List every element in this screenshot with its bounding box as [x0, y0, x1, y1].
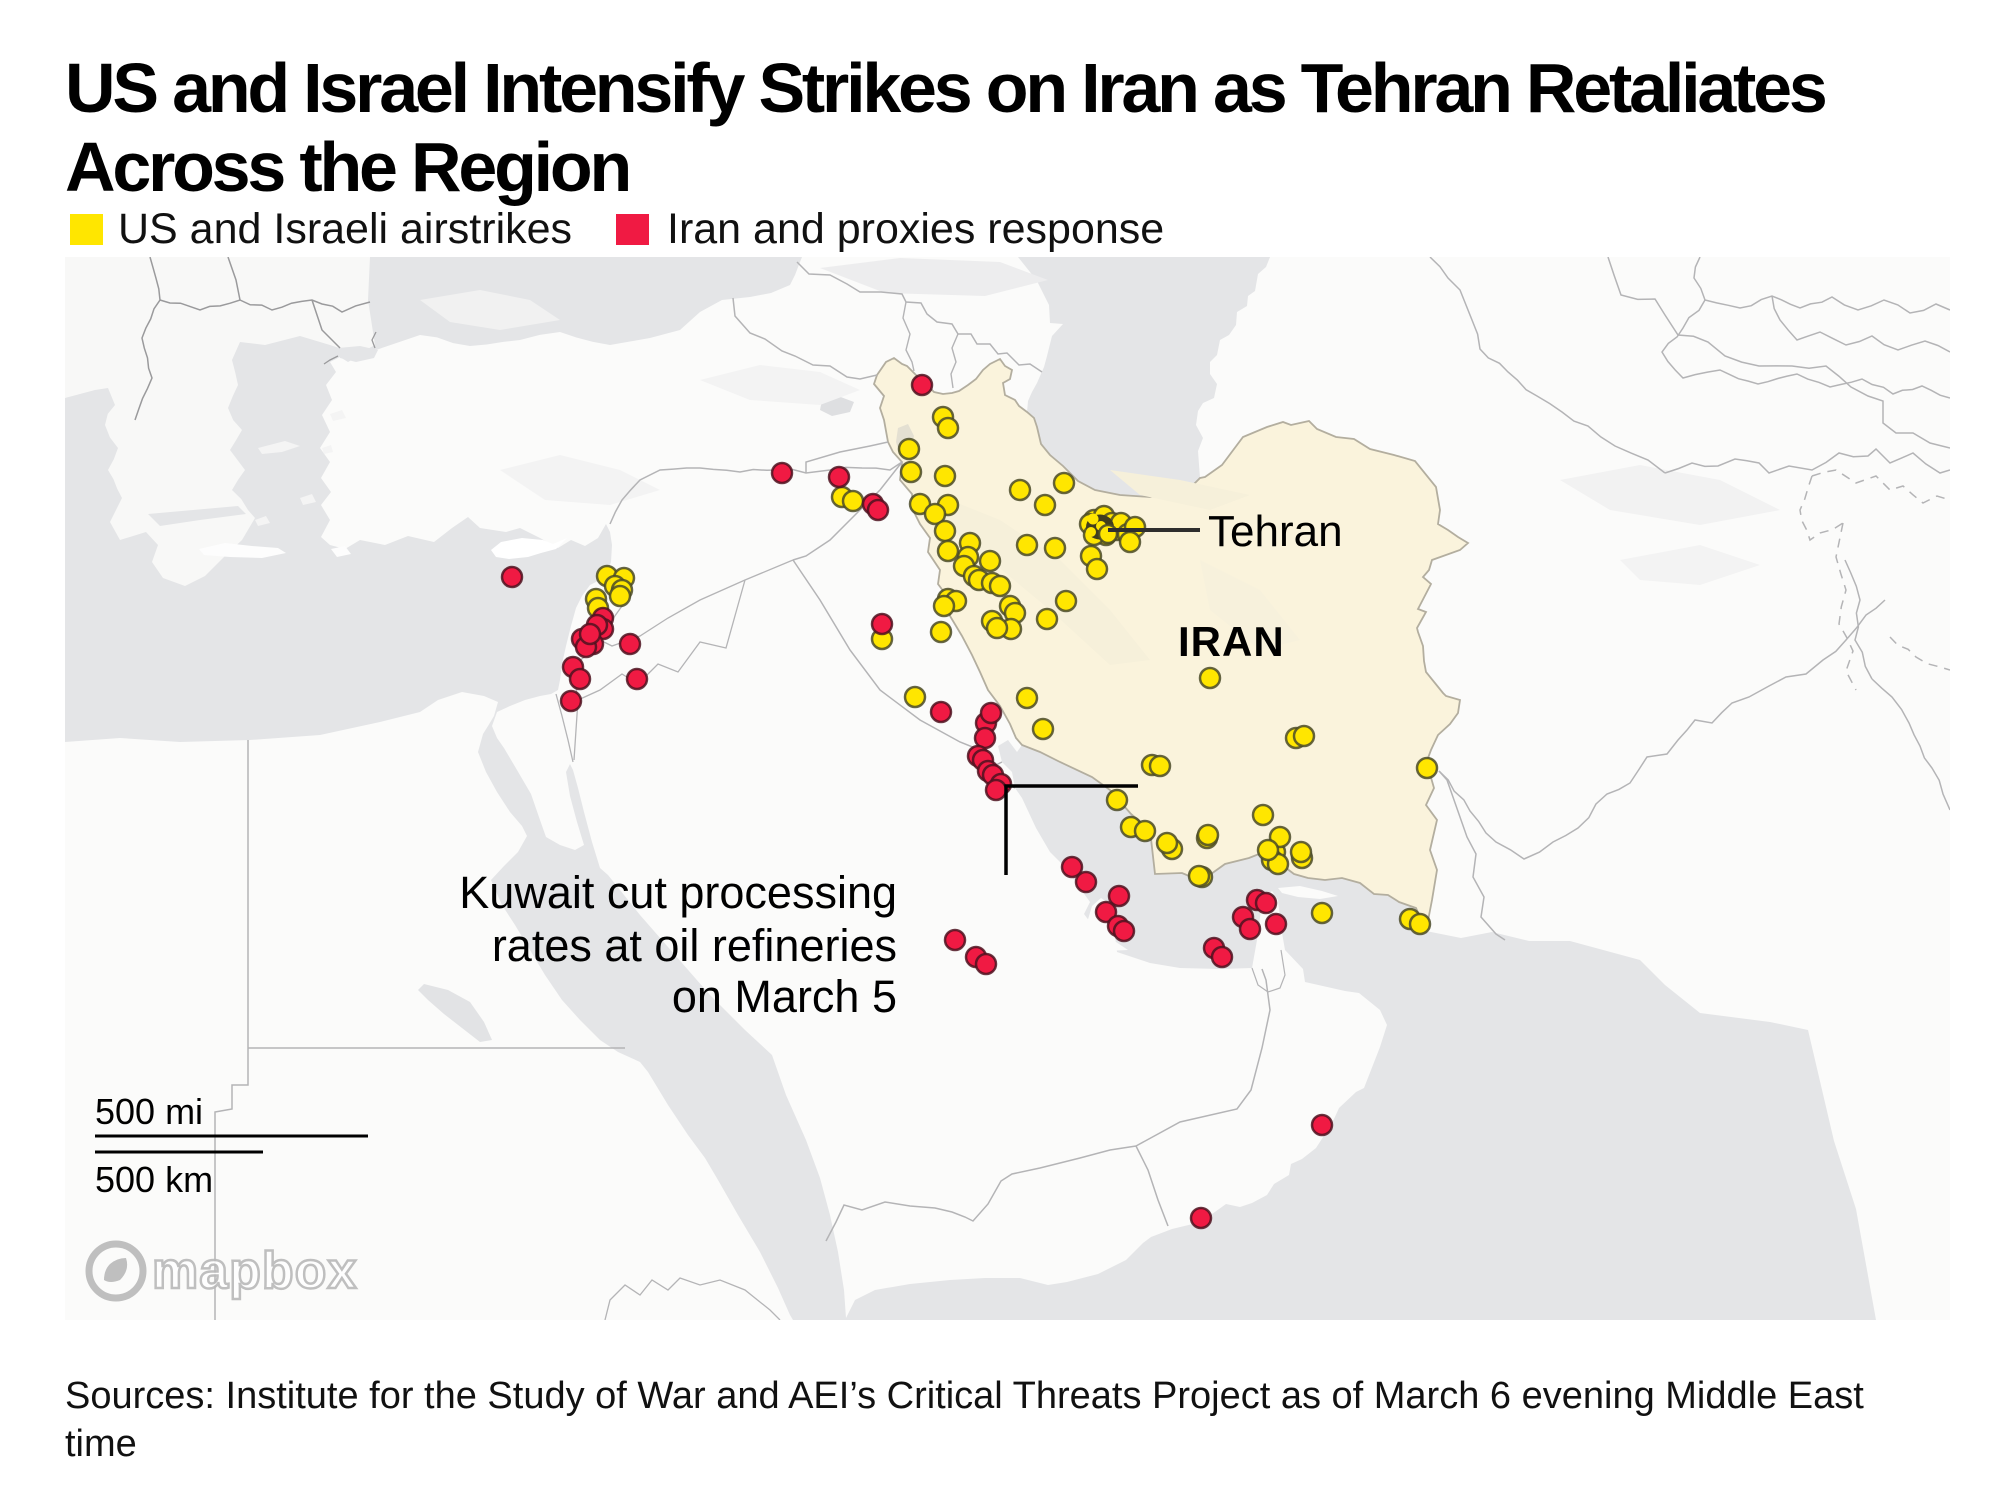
- svg-text:rates at oil refineries: rates at oil refineries: [492, 920, 897, 971]
- svg-text:mapbox: mapbox: [152, 1242, 357, 1300]
- svg-text:US and Israeli airstrikes: US and Israeli airstrikes: [118, 205, 572, 253]
- svg-text:500 mi: 500 mi: [95, 1091, 203, 1132]
- svg-text:time: time: [65, 1423, 137, 1465]
- svg-text:Iran and proxies response: Iran and proxies response: [667, 205, 1164, 253]
- svg-text:IRAN: IRAN: [1178, 618, 1285, 665]
- svg-text:on March 5: on March 5: [672, 971, 897, 1022]
- svg-text:Tehran: Tehran: [1208, 507, 1343, 556]
- svg-text:Across the Region: Across the Region: [65, 128, 629, 206]
- svg-text:Sources: Institute for the Stu: Sources: Institute for the Study of War …: [65, 1375, 1864, 1417]
- svg-text:US and Israel Intensify Strike: US and Israel Intensify Strikes on Iran …: [65, 49, 1826, 127]
- svg-text:500 km: 500 km: [95, 1159, 213, 1200]
- svg-text:Kuwait cut processing: Kuwait cut processing: [459, 867, 897, 918]
